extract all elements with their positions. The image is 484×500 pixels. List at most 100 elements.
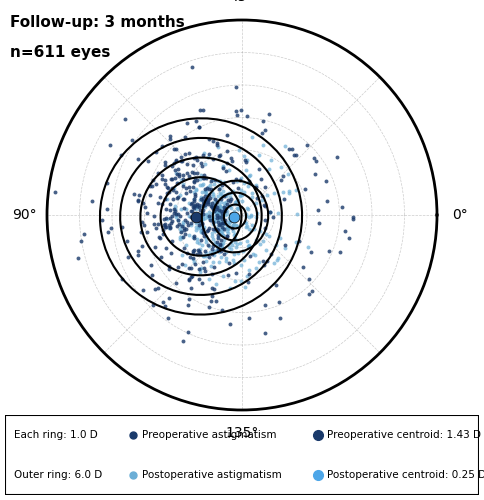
Point (200, 149, 208, 157)
Point (185, 275, 193, 283)
Point (230, 250, 238, 258)
Point (192, 226, 199, 234)
Point (209, 175, 216, 183)
Point (194, 170, 201, 177)
Point (257, 240, 264, 248)
Point (166, 224, 174, 232)
Point (200, 264, 208, 272)
Point (216, 220, 224, 228)
Point (233, 177, 241, 185)
Point (189, 204, 197, 212)
Point (218, 212, 226, 220)
Point (216, 184, 224, 192)
Point (226, 197, 234, 205)
Point (191, 174, 198, 182)
Point (192, 190, 199, 198)
Point (234, 240, 242, 248)
Point (243, 112, 251, 120)
Point (168, 184, 176, 192)
Point (224, 229, 231, 237)
Point (232, 83, 240, 91)
Point (312, 156, 320, 164)
Point (226, 202, 234, 210)
Point (202, 232, 210, 240)
Point (161, 223, 169, 231)
Point (252, 252, 259, 260)
Point (176, 212, 184, 220)
Point (177, 227, 185, 235)
Point (208, 230, 215, 237)
Point (189, 207, 197, 215)
Point (199, 200, 207, 207)
Point (196, 265, 204, 273)
Point (213, 139, 221, 147)
Point (201, 188, 209, 196)
Point (199, 214, 207, 222)
Point (220, 225, 228, 233)
Point (220, 236, 228, 244)
Point (221, 201, 229, 209)
Point (226, 320, 234, 328)
Point (236, 176, 243, 184)
Point (214, 142, 222, 150)
Point (211, 247, 218, 255)
Point (217, 218, 225, 226)
Point (138, 218, 146, 226)
Point (166, 134, 174, 142)
Point (187, 274, 195, 281)
Point (209, 205, 217, 213)
Point (227, 238, 235, 246)
Point (190, 195, 198, 203)
Point (200, 201, 208, 209)
Point (244, 278, 252, 285)
Point (218, 244, 226, 252)
Text: Postoperative centroid: 0.25 D @ 96°: Postoperative centroid: 0.25 D @ 96° (327, 470, 484, 480)
Point (211, 195, 219, 203)
Point (228, 157, 236, 165)
Point (180, 224, 188, 232)
Point (179, 218, 187, 226)
Point (349, 214, 357, 222)
Point (161, 220, 168, 228)
Point (219, 224, 227, 232)
Point (240, 152, 248, 160)
Point (234, 213, 242, 221)
Point (189, 254, 197, 262)
Point (185, 172, 193, 179)
Point (253, 180, 260, 188)
Point (227, 246, 235, 254)
Point (322, 177, 330, 185)
Point (123, 236, 131, 244)
Point (205, 134, 213, 142)
Point (210, 218, 217, 226)
Point (179, 233, 186, 241)
Point (158, 142, 166, 150)
Point (217, 225, 225, 233)
Point (220, 192, 227, 200)
Point (214, 207, 222, 215)
Point (225, 189, 233, 197)
Point (199, 194, 207, 202)
Point (212, 240, 220, 248)
Point (215, 215, 223, 223)
Point (348, 214, 356, 222)
Point (180, 220, 187, 228)
Point (80, 230, 88, 237)
Point (230, 220, 238, 228)
Point (198, 188, 206, 196)
Point (200, 198, 208, 205)
Point (196, 217, 203, 225)
Point (304, 244, 312, 252)
Point (181, 134, 189, 141)
Point (137, 228, 145, 236)
Point (208, 284, 215, 292)
Point (207, 186, 215, 194)
Point (223, 159, 231, 167)
Point (231, 276, 239, 284)
Point (185, 276, 193, 284)
Point (224, 206, 231, 214)
Point (243, 272, 251, 280)
Point (154, 284, 162, 292)
Point (204, 226, 212, 234)
Point (104, 228, 112, 236)
